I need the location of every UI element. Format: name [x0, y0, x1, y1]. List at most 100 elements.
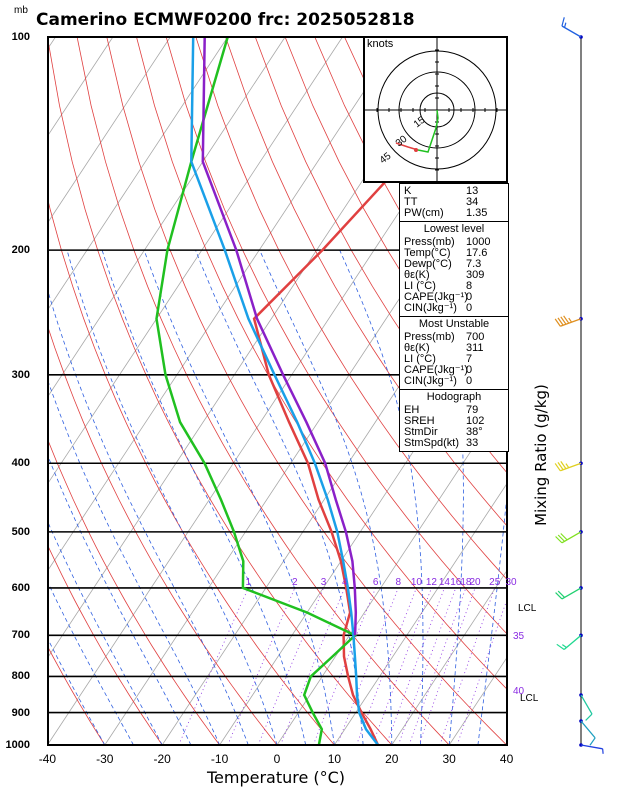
- wind-barb-flag: [555, 592, 563, 600]
- index-name: LI (°C): [404, 353, 436, 365]
- isotherm: [48, 37, 229, 310]
- index-row: Press(mb) 700: [404, 332, 504, 343]
- mixing-ratio-tick: 10: [410, 577, 422, 588]
- index-value: 102: [466, 415, 485, 427]
- wind-barb-flag: [557, 534, 565, 542]
- index-value: 309: [466, 269, 485, 281]
- index-row: K 13: [404, 186, 504, 197]
- hodograph-units: knots: [367, 38, 394, 50]
- temperature-tick-label: 0: [273, 752, 281, 766]
- x-axis-title: Temperature (°C): [206, 768, 346, 787]
- temperature-tick-label: -40: [38, 752, 57, 766]
- mixing-ratio-line: [456, 598, 507, 745]
- index-name: TT: [404, 196, 418, 208]
- hodograph-trace: [417, 109, 439, 153]
- index-name: CIN(Jkg⁻¹): [404, 302, 457, 314]
- most-unstable-title: Most Unstable: [418, 318, 490, 330]
- index-value: 0: [466, 375, 473, 387]
- wind-barb: [561, 531, 582, 544]
- index-name: θε(K): [404, 269, 430, 281]
- index-name: SREH: [404, 415, 435, 427]
- wind-barb: [580, 720, 596, 739]
- index-value: 17.6: [466, 247, 488, 259]
- hodograph-storm-motion: [414, 148, 418, 152]
- wind-barb-flag: [561, 17, 565, 27]
- mixing-ratio-tick: 30: [505, 577, 517, 588]
- lowest-level-block: Lowest level Press(mb) 1000 Temp(°C) 17.6 De…: [400, 222, 508, 317]
- mixing-ratio-line: [280, 587, 346, 745]
- theta-e-label-35: 35: [513, 631, 525, 642]
- wind-barb-flag: [563, 22, 567, 28]
- moist-adiabat: [48, 379, 220, 745]
- dry-adiabat: [48, 646, 106, 745]
- mixing-ratio-tick: 8: [395, 577, 402, 588]
- wind-barb-flag: [563, 315, 570, 324]
- profile-dewpoint: [155, 37, 358, 745]
- wind-barb: [580, 694, 593, 715]
- temperature-tick-label: -30: [96, 752, 114, 766]
- wind-barb-flag: [554, 318, 561, 327]
- index-name: CAPE(Jkg⁻¹): [404, 364, 468, 376]
- index-row: LI (°C) 8: [404, 281, 504, 292]
- index-row: PW(cm) 1.35: [404, 208, 504, 219]
- wind-barb-flag: [562, 644, 567, 649]
- index-value: 700: [466, 331, 485, 343]
- mixing-ratio-tick: 14: [438, 577, 450, 588]
- pressure-tick-label: 600: [11, 581, 30, 594]
- moist-adiabat: [66, 249, 278, 745]
- hodograph-stats-block: Hodograph EH 79 SREH 102 StmDir 38° StmSpd(kt)…: [400, 390, 508, 451]
- index-value: 34: [466, 196, 479, 208]
- index-row: SREH 102: [404, 416, 504, 427]
- dry-adiabat: [165, 37, 507, 635]
- index-value: 7: [466, 353, 473, 365]
- index-value: 38°: [466, 426, 483, 438]
- moist-adiabat: [477, 490, 507, 745]
- index-value: 33: [466, 437, 479, 449]
- temperature-tick-label: -20: [153, 752, 171, 766]
- index-row: θε(K) 309: [404, 270, 504, 281]
- dry-adiabat: [48, 326, 278, 745]
- isotherm: [161, 221, 507, 745]
- index-value: 8: [466, 280, 473, 292]
- index-name: CAPE(Jkg⁻¹): [404, 291, 468, 303]
- lcl-label-parcel: LCL: [518, 603, 537, 614]
- isotherm: [48, 37, 286, 397]
- index-name: θε(K): [404, 342, 430, 354]
- dry-adiabat: [492, 37, 507, 61]
- dry-adiabat: [48, 38, 393, 745]
- moist-adiabat: [48, 638, 106, 745]
- profile-temperature: [252, 37, 493, 745]
- mixing-ratio-line: [178, 587, 249, 745]
- lowest-level-title: Lowest level: [423, 223, 485, 235]
- temperature-tick-label: 10: [327, 752, 342, 766]
- wind-barb-flag: [557, 462, 564, 471]
- wind-barb-flag: [557, 590, 565, 598]
- index-row: LI (°C) 7: [404, 354, 504, 365]
- wind-barb: [561, 587, 582, 600]
- hodograph-stats-title: Hodograph: [426, 391, 482, 403]
- general-indices: K 13 TT 34 PW(cm) 1.35: [400, 184, 508, 222]
- dry-adiabat: [582, 37, 618, 745]
- mixing-ratio-tick: 25: [489, 577, 501, 588]
- index-value: 0: [466, 291, 473, 303]
- dry-adiabat: [195, 37, 507, 581]
- index-row: θε(K) 311: [404, 343, 504, 354]
- index-value: 7.3: [466, 258, 482, 270]
- wind-barb-flag: [585, 713, 593, 721]
- wind-barb-flag: [555, 536, 563, 544]
- index-name: EH: [404, 404, 420, 416]
- dry-adiabat: [48, 545, 163, 745]
- index-row: TT 34: [404, 197, 504, 208]
- mixing-ratio-line: [408, 587, 467, 745]
- dry-adiabat: [48, 439, 220, 745]
- temperature-tick-label: 40: [499, 752, 514, 766]
- wind-barb-flag: [568, 317, 573, 323]
- isotherm: [48, 37, 343, 484]
- mixing-ratio-tick: 4: [341, 577, 348, 588]
- index-value: 1000: [466, 236, 491, 248]
- isotherm: [48, 37, 171, 223]
- pressure-tick-label: 200: [11, 244, 30, 257]
- index-value: 13: [466, 185, 479, 197]
- index-row: StmSpd(kt) 33: [404, 438, 504, 449]
- index-row: EH 79: [404, 405, 504, 416]
